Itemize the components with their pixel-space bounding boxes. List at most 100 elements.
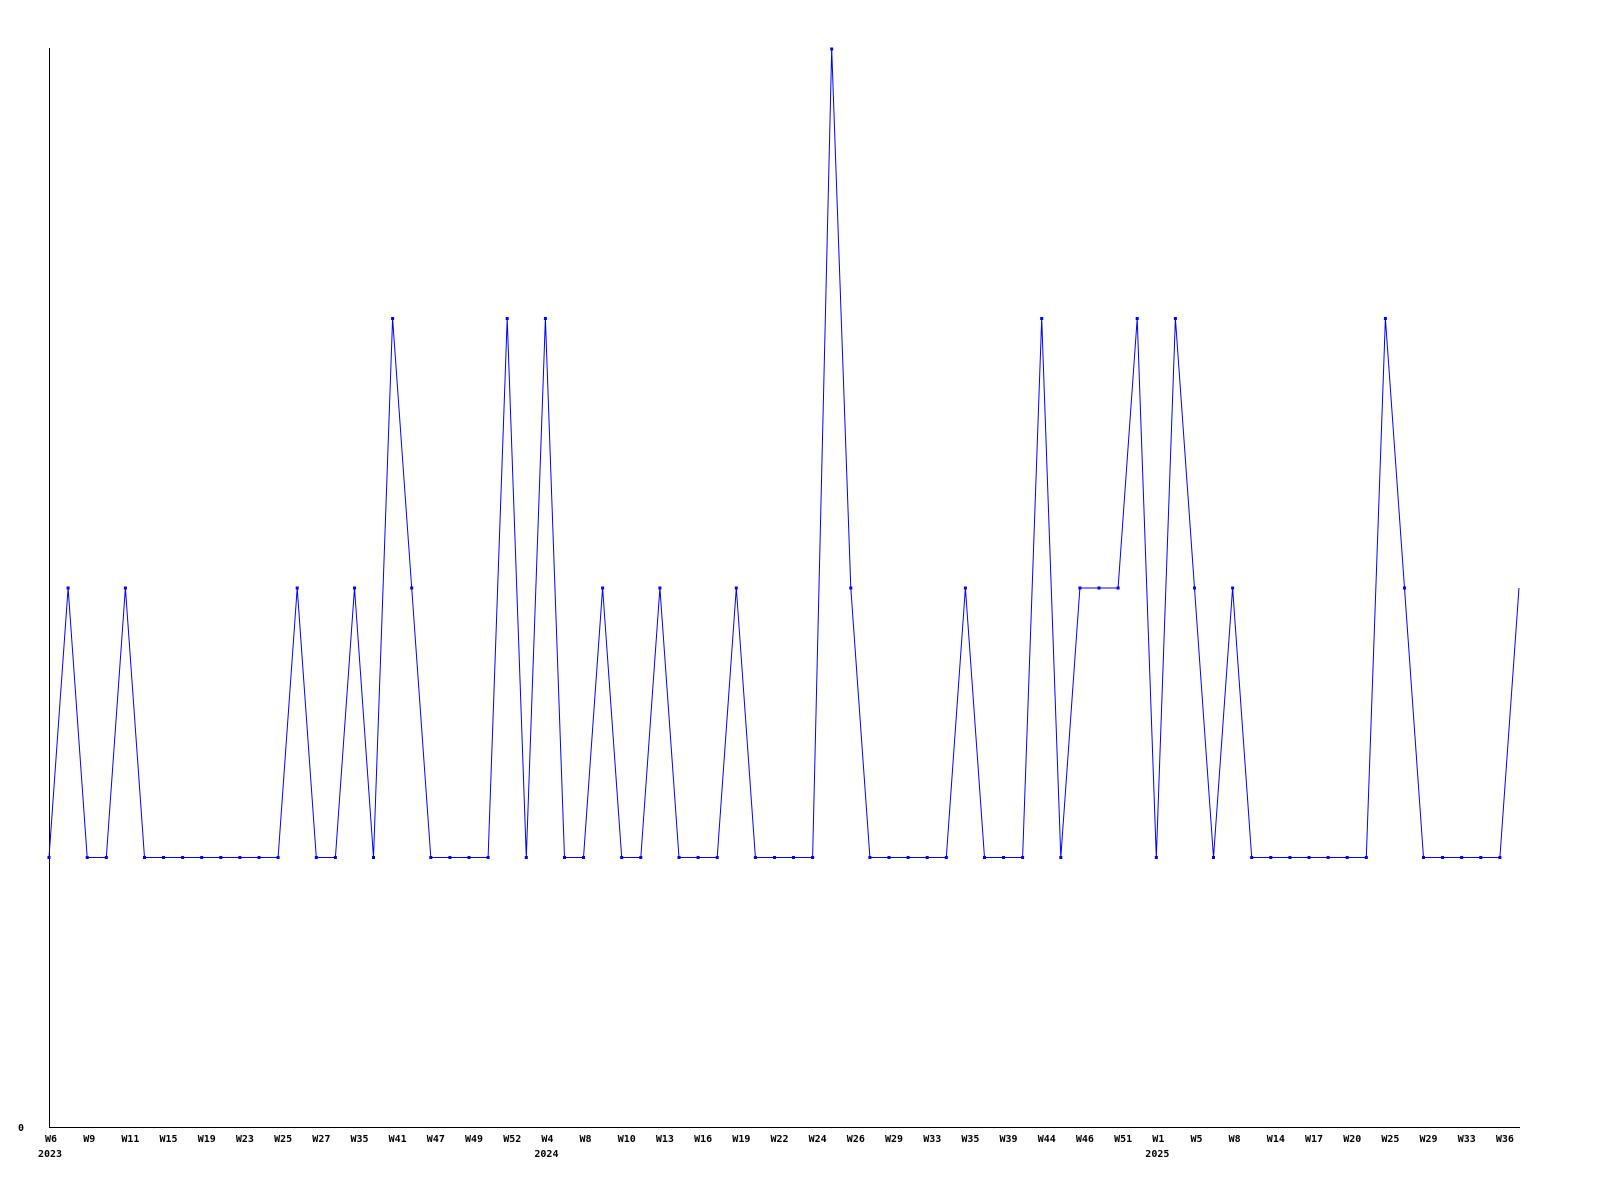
data-point [677, 856, 681, 859]
x-tick-label: W8 [580, 1134, 592, 1145]
data-point [1231, 586, 1235, 590]
x-tick-label: W25 [274, 1134, 292, 1145]
data-point [1116, 586, 1120, 590]
x-tick-label: W47 [427, 1134, 445, 1145]
data-point [1460, 856, 1464, 859]
data-point [1097, 586, 1101, 590]
data-point [1040, 317, 1044, 320]
data-point [314, 856, 318, 859]
x-tick-label: W27 [312, 1134, 330, 1145]
data-point [563, 856, 566, 859]
data-point [429, 856, 433, 859]
x-tick-label: W35 [351, 1134, 369, 1145]
data-point [1173, 317, 1177, 320]
data-point [1135, 317, 1139, 320]
series-line [48, 48, 1520, 858]
x-tick-label: W41 [389, 1134, 407, 1145]
data-point [524, 856, 528, 859]
x-tick-label: W6 [45, 1134, 57, 1145]
data-point [333, 856, 337, 859]
data-point [1059, 856, 1063, 859]
data-point [1422, 856, 1425, 859]
x-tick-label: W5 [1191, 1134, 1203, 1145]
x-tick-label: W19 [198, 1134, 216, 1145]
data-point [543, 317, 547, 320]
x-tick-label: W8 [1229, 1134, 1241, 1145]
data-point [200, 856, 204, 859]
x-tick-label: W33 [1458, 1134, 1476, 1145]
x-tick-label: W36 [1496, 1134, 1514, 1145]
data-point [1078, 586, 1082, 590]
data-point [276, 856, 280, 859]
data-point [162, 856, 165, 859]
data-point [104, 856, 108, 859]
data-point [620, 856, 624, 859]
data-point [1002, 856, 1005, 859]
x-tick-label: W22 [771, 1134, 789, 1145]
x-tick-label: W35 [961, 1134, 979, 1145]
y-tick-label: 0 [18, 1123, 24, 1134]
data-point [696, 856, 700, 859]
data-point [1269, 856, 1273, 859]
x-tick-label: W26 [847, 1134, 865, 1145]
x-tick-label: W52 [503, 1134, 521, 1145]
data-point [811, 856, 815, 859]
data-point [734, 586, 738, 590]
year-label: 2025 [1145, 1149, 1169, 1160]
data-point [963, 586, 967, 590]
data-point [1383, 317, 1387, 320]
x-tick-label: W44 [1038, 1134, 1056, 1145]
data-point [448, 856, 452, 859]
data-point [143, 856, 146, 859]
x-tick-label: W19 [732, 1134, 750, 1145]
data-point [66, 586, 70, 590]
data-point [1403, 586, 1406, 590]
x-tick-label: W15 [160, 1134, 178, 1145]
data-point [582, 856, 585, 859]
data-point [601, 586, 605, 590]
data-point [1307, 856, 1311, 859]
data-point [1364, 856, 1368, 859]
x-tick-label: W4 [541, 1134, 553, 1145]
data-point [295, 586, 299, 590]
data-point [849, 586, 853, 590]
x-tick-label: W29 [1420, 1134, 1438, 1145]
data-point [1345, 856, 1349, 859]
data-point [639, 856, 643, 859]
data-point [1288, 856, 1292, 859]
data-point [1250, 856, 1254, 859]
data-point [658, 586, 662, 590]
data-point [219, 856, 223, 859]
data-point [1498, 856, 1502, 859]
x-tick-label: W10 [618, 1134, 636, 1145]
x-tick-label: W20 [1343, 1134, 1361, 1145]
x-tick-label: W23 [236, 1134, 254, 1145]
data-point [830, 47, 834, 51]
data-point [906, 856, 910, 859]
data-point [983, 856, 986, 859]
data-point [1326, 856, 1330, 859]
data-point [1154, 856, 1158, 859]
data-point [868, 856, 872, 859]
year-label: 2024 [534, 1149, 558, 1160]
x-tick-label: W24 [809, 1134, 827, 1145]
x-tick-label: W17 [1305, 1134, 1323, 1145]
data-point [1441, 856, 1445, 859]
data-point [353, 586, 356, 590]
data-point [925, 856, 929, 859]
data-point [238, 856, 242, 859]
data-point [1021, 856, 1025, 859]
x-tick-label: W13 [656, 1134, 674, 1145]
data-point [944, 856, 948, 859]
data-point [773, 856, 776, 859]
data-point [372, 856, 375, 859]
year-label: 2023 [38, 1149, 62, 1160]
data-point [1212, 856, 1215, 859]
data-point [753, 856, 757, 859]
x-tick-label: W1 [1152, 1134, 1164, 1145]
data-point [257, 856, 261, 859]
x-tick-label: W16 [694, 1134, 712, 1145]
x-tick-label: W39 [1000, 1134, 1018, 1145]
x-tick-label: W33 [923, 1134, 941, 1145]
